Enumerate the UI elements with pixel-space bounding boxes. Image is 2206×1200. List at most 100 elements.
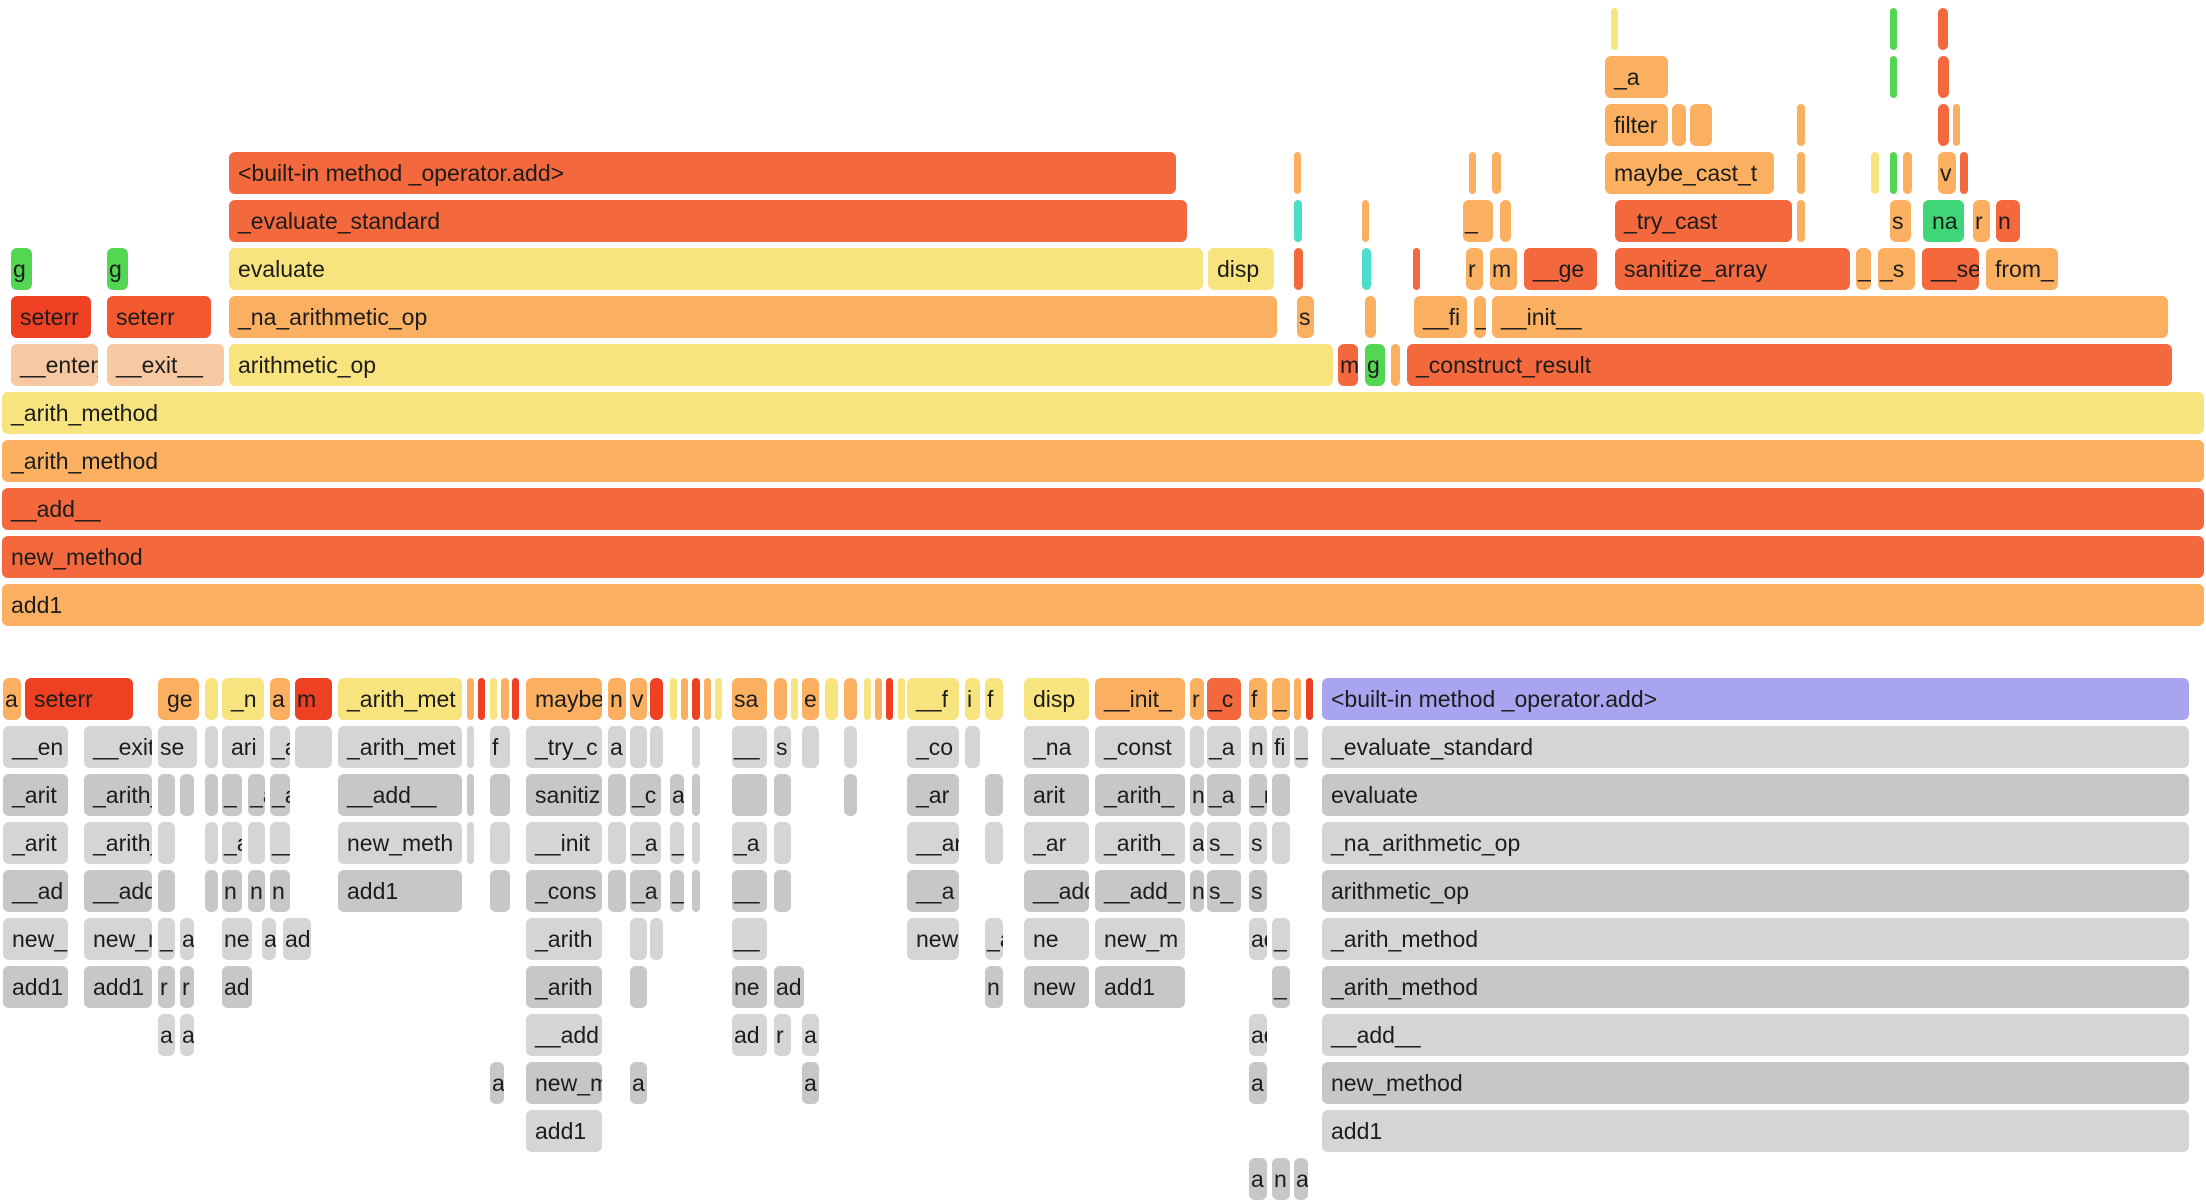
flame-frame[interactable]: maybe — [526, 678, 602, 720]
flame-frame[interactable] — [1953, 104, 1960, 146]
flame-frame[interactable]: a — [802, 1062, 819, 1104]
flame-frame[interactable]: r — [158, 966, 175, 1008]
flame-frame[interactable] — [158, 774, 175, 816]
flame-frame[interactable]: evaluate — [229, 248, 1203, 290]
flame-frame[interactable] — [1272, 822, 1290, 864]
flame-frame[interactable] — [467, 774, 474, 816]
flame-frame[interactable]: arit — [1024, 774, 1089, 816]
flame-frame[interactable] — [844, 726, 857, 768]
flame-frame[interactable]: seterr — [25, 678, 133, 720]
flame-frame[interactable]: new_method — [2, 536, 2204, 578]
flame-frame[interactable] — [1294, 152, 1301, 194]
flame-frame[interactable]: new_m — [526, 1062, 602, 1104]
flame-frame[interactable] — [467, 726, 474, 768]
flame-frame[interactable] — [1306, 678, 1313, 720]
flame-frame[interactable]: g — [107, 248, 128, 290]
flame-frame[interactable]: from_ — [1986, 248, 2058, 290]
flame-frame[interactable]: _a — [222, 822, 242, 864]
flame-frame[interactable]: _evaluate_standard — [1322, 726, 2189, 768]
flame-frame[interactable] — [467, 822, 474, 864]
flame-frame[interactable] — [512, 678, 519, 720]
flame-frame[interactable]: s — [1890, 200, 1911, 242]
flame-frame[interactable] — [670, 678, 677, 720]
flame-frame[interactable]: _s — [1878, 248, 1915, 290]
flame-frame[interactable]: _ — [158, 918, 175, 960]
flame-frame[interactable]: seterr — [11, 296, 91, 338]
flame-frame[interactable] — [1492, 152, 1501, 194]
flame-frame[interactable]: a — [1294, 1158, 1308, 1200]
flame-frame[interactable] — [1890, 8, 1897, 50]
flame-frame[interactable]: ne — [1024, 918, 1089, 960]
flame-frame[interactable]: ad — [283, 918, 311, 960]
flame-frame[interactable]: a — [262, 918, 276, 960]
flame-frame[interactable] — [825, 678, 838, 720]
flame-frame[interactable]: _n — [222, 678, 264, 720]
flame-frame[interactable]: __enter__ — [11, 344, 98, 386]
flame-frame[interactable]: m — [295, 678, 332, 720]
flame-frame[interactable]: ad — [1249, 918, 1267, 960]
flame-frame[interactable]: add1 — [2, 584, 2204, 626]
flame-frame[interactable]: _cons — [526, 870, 602, 912]
flame-frame[interactable] — [467, 678, 474, 720]
flame-frame-selected[interactable]: <built-in method _operator.add> — [1322, 678, 2189, 720]
flame-frame[interactable] — [898, 678, 905, 720]
flame-frame[interactable]: __init — [526, 822, 602, 864]
flame-frame[interactable]: __add__ — [338, 774, 462, 816]
flame-frame[interactable] — [205, 726, 218, 768]
flame-frame[interactable]: _ar — [1024, 822, 1089, 864]
flame-frame[interactable]: _ — [1272, 966, 1290, 1008]
flame-frame[interactable]: _c — [1207, 678, 1241, 720]
flame-frame[interactable]: _ — [1272, 678, 1290, 720]
flame-frame[interactable]: __add_ — [1095, 870, 1185, 912]
flame-frame[interactable] — [1797, 104, 1805, 146]
flame-frame[interactable]: a — [490, 1062, 504, 1104]
flame-frame[interactable]: __exit — [84, 726, 152, 768]
flame-frame[interactable]: __ — [732, 870, 767, 912]
flame-frame[interactable]: __ — [270, 822, 290, 864]
flame-frame[interactable]: _na — [1024, 726, 1089, 768]
flame-frame[interactable]: _a — [732, 822, 767, 864]
flame-frame[interactable]: add1 — [84, 966, 152, 1008]
flame-frame[interactable]: _arith_ — [84, 822, 152, 864]
flame-frame[interactable] — [1890, 56, 1897, 98]
flame-frame[interactable]: v — [630, 678, 647, 720]
flame-frame[interactable] — [490, 678, 497, 720]
flame-frame[interactable] — [248, 822, 265, 864]
flame-frame[interactable]: __f — [907, 678, 959, 720]
flame-frame[interactable] — [774, 774, 791, 816]
flame-frame[interactable]: n — [1190, 870, 1204, 912]
flame-frame[interactable] — [205, 774, 218, 816]
flame-frame[interactable]: __ad — [3, 870, 68, 912]
flame-frame[interactable]: a — [180, 1014, 194, 1056]
flame-frame[interactable] — [1190, 726, 1204, 768]
flame-frame[interactable]: i — [965, 678, 980, 720]
flame-frame[interactable]: sanitiz — [526, 774, 602, 816]
flame-frame[interactable]: a — [3, 678, 21, 720]
flame-frame[interactable]: _arith_met — [338, 678, 462, 720]
flame-frame[interactable]: _ — [1294, 726, 1308, 768]
flame-frame[interactable]: f — [490, 726, 510, 768]
flame-frame[interactable]: _a — [985, 918, 1003, 960]
flame-frame[interactable]: _ — [670, 822, 684, 864]
flame-frame[interactable]: __ar — [907, 822, 959, 864]
flame-frame[interactable] — [844, 678, 857, 720]
flame-frame[interactable]: _arith_ — [1095, 774, 1185, 816]
flame-frame[interactable]: _ — [1463, 200, 1493, 242]
flame-frame[interactable]: s — [1249, 870, 1267, 912]
flame-frame[interactable]: _ — [670, 870, 684, 912]
flame-frame[interactable]: ad — [732, 1014, 767, 1056]
flame-frame[interactable] — [1938, 104, 1949, 146]
flame-frame[interactable]: ari — [222, 726, 264, 768]
flame-frame[interactable]: __init__ — [1492, 296, 2168, 338]
flame-frame[interactable]: _ — [1856, 248, 1871, 290]
flame-frame[interactable]: ge — [158, 678, 199, 720]
flame-frame[interactable]: add1 — [526, 1110, 602, 1152]
flame-frame[interactable]: _a — [1207, 774, 1241, 816]
flame-frame[interactable] — [1871, 152, 1879, 194]
flame-frame[interactable]: s — [1297, 296, 1314, 338]
flame-frame[interactable]: r — [774, 1014, 791, 1056]
flame-frame[interactable]: new_meth — [338, 822, 462, 864]
flame-frame[interactable]: a — [1249, 1062, 1267, 1104]
flame-frame[interactable]: a — [1249, 1158, 1267, 1200]
flame-frame[interactable]: sanitize_array — [1615, 248, 1850, 290]
